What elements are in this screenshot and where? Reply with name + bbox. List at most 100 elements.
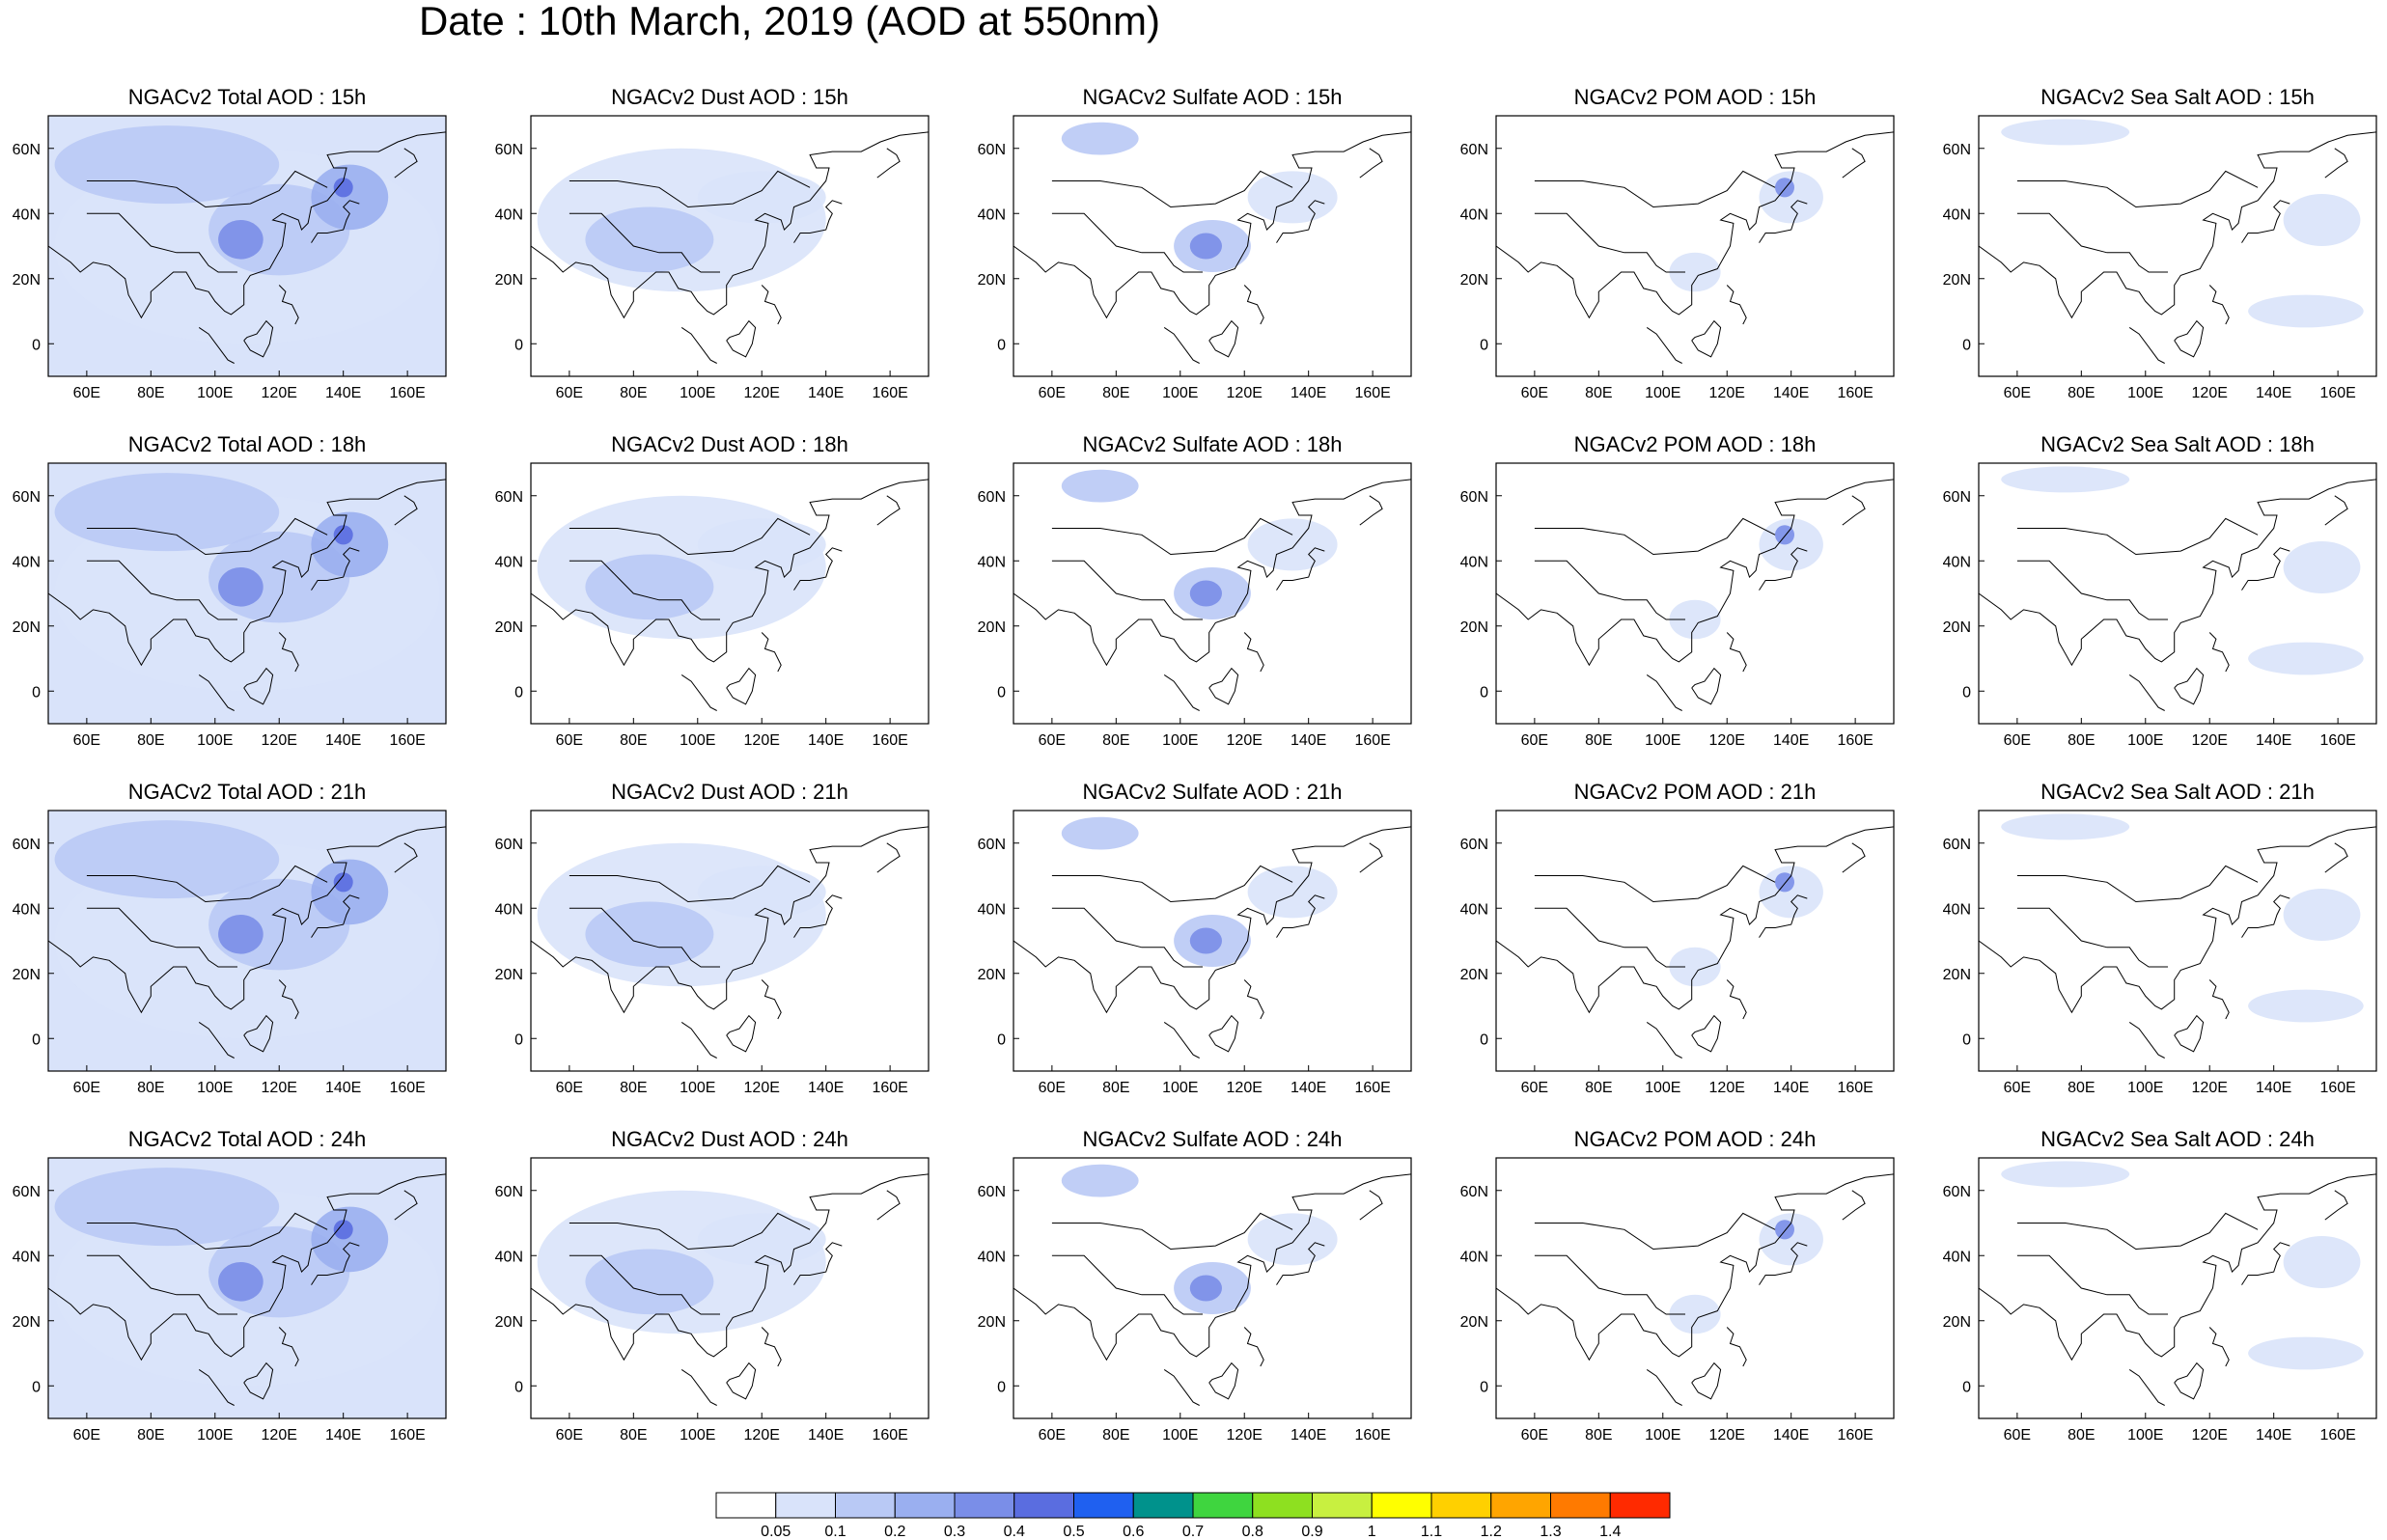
coastline: [726, 319, 757, 358]
coastline: [394, 1190, 418, 1221]
map-panel: NGACv2 Dust AOD : 18h 60E 80E 100E 120E 140E 1…: [483, 432, 965, 749]
lon-tick-label: 80E: [137, 385, 164, 401]
lon-tick-label: 80E: [137, 732, 164, 749]
coastline: [1051, 212, 1203, 273]
lon-tick-label: 80E: [1102, 1427, 1129, 1444]
lon-tick-label: 100E: [1645, 385, 1680, 401]
aerosol-patch: [54, 125, 280, 205]
lon-tick-label: 120E: [1709, 1080, 1745, 1096]
aerosol-patch: [54, 1168, 280, 1247]
panel-title: NGACv2 Sea Salt AOD : 24h: [2040, 1127, 2315, 1151]
coastline: [680, 674, 717, 711]
colorbar-swatch: [835, 1492, 896, 1519]
lon-tick-label: 80E: [620, 732, 647, 749]
lat-tick-label: 40N: [1943, 206, 1971, 223]
coastline: [680, 1021, 717, 1059]
coastline: [793, 547, 843, 591]
lon-tick-label: 80E: [1585, 1080, 1612, 1096]
map-background: [1979, 1158, 2376, 1418]
coastline: [1646, 1368, 1682, 1406]
colorbar-label: 1.2: [1481, 1524, 1502, 1539]
lon-tick-label: 60E: [1039, 385, 1066, 401]
lat-tick-label: 60N: [978, 489, 1006, 506]
lon-tick-label: 60E: [556, 1427, 583, 1444]
aerosol-patch: [218, 915, 264, 954]
lat-tick-label: 40N: [13, 901, 41, 918]
colorbar-swatch: [1609, 1492, 1671, 1519]
aod-map: 60E 80E 100E 120E 140E 160E 0 20N 40N 60N: [1460, 1157, 1895, 1444]
aod-map: 60E 80E 100E 120E 140E 160E 0 20N 40N 60N: [1460, 462, 1895, 749]
lon-tick-label: 140E: [1291, 385, 1326, 401]
lon-tick-label: 60E: [2004, 385, 2031, 401]
coastline: [2016, 1212, 2259, 1251]
lon-tick-label: 60E: [73, 1080, 100, 1096]
coastline: [1646, 326, 1682, 364]
lat-tick-label: 40N: [1460, 901, 1488, 918]
coastline: [48, 826, 446, 1014]
coastline: [1534, 170, 1776, 208]
coastline: [1359, 1190, 1383, 1221]
coastline: [1276, 1242, 1325, 1285]
lon-tick-label: 60E: [1039, 732, 1066, 749]
lat-tick-label: 40N: [1460, 554, 1488, 570]
aerosol-patch: [2248, 642, 2364, 675]
lat-tick-label: 60N: [1943, 489, 1971, 506]
lon-tick-label: 160E: [1837, 385, 1873, 401]
coastline: [1534, 1254, 1685, 1315]
coastline: [1359, 842, 1383, 873]
lon-tick-label: 120E: [262, 385, 297, 401]
coastline: [2241, 547, 2290, 591]
aerosol-patch: [1669, 252, 1721, 292]
lat-tick-label: 20N: [978, 272, 1006, 289]
coastline: [1691, 1014, 1722, 1053]
coastline: [1208, 667, 1239, 705]
coastline: [876, 1190, 901, 1221]
lon-tick-label: 120E: [2192, 385, 2228, 401]
lat-tick-label: 60N: [978, 1184, 1006, 1200]
lat-tick-label: 20N: [1460, 619, 1488, 636]
map-frame: [1495, 1157, 1895, 1419]
colorbar-swatch: [1430, 1492, 1492, 1519]
panel-title: NGACv2 Sulfate AOD : 24h: [1082, 1127, 1343, 1151]
lon-tick-label: 160E: [1837, 1427, 1873, 1444]
lat-tick-label: 40N: [13, 554, 41, 570]
map-frame: [1978, 115, 2377, 377]
coastline: [1534, 907, 1685, 968]
aod-map: 60E 80E 100E 120E 140E 160E 0 20N 40N 60N: [1943, 462, 2377, 749]
coastline: [876, 148, 901, 179]
lon-tick-label: 140E: [1291, 732, 1326, 749]
coastline: [1842, 1190, 1866, 1221]
lat-tick-label: 60N: [13, 1184, 41, 1200]
coastline: [1646, 1021, 1682, 1059]
lon-tick-label: 140E: [2256, 1427, 2291, 1444]
aerosol-patch: [1189, 580, 1222, 607]
coastline: [569, 865, 811, 903]
lon-tick-label: 120E: [262, 732, 297, 749]
aerosol-patch: [2283, 889, 2361, 941]
coastline: [680, 326, 717, 364]
colorbar-label: 0.05: [761, 1524, 791, 1539]
lat-tick-label: 0: [997, 684, 1006, 701]
lon-tick-label: 140E: [1773, 1080, 1809, 1096]
aod-map: 60E 80E 100E 120E 140E 160E 0 20N 40N 60N: [1460, 810, 1895, 1096]
coastline: [1163, 326, 1200, 364]
lon-tick-label: 160E: [2319, 732, 2355, 749]
lon-tick-label: 100E: [2127, 385, 2163, 401]
coastline: [1243, 979, 1264, 1020]
lon-tick-label: 100E: [1162, 385, 1198, 401]
lat-tick-label: 40N: [978, 206, 1006, 223]
coastline: [761, 1327, 782, 1367]
aerosol-patch: [54, 820, 280, 899]
coastline: [198, 674, 235, 711]
lat-tick-label: 20N: [1943, 619, 1971, 636]
coastline: [531, 131, 929, 319]
aerosol-patch: [2248, 1336, 2364, 1370]
map-frame: [1978, 462, 2377, 725]
coastline: [1759, 1242, 1808, 1285]
lon-tick-label: 100E: [680, 385, 715, 401]
lat-tick-label: 20N: [13, 967, 41, 983]
lon-tick-label: 140E: [808, 1427, 844, 1444]
coastline: [1726, 285, 1747, 325]
lon-tick-label: 80E: [1102, 385, 1129, 401]
